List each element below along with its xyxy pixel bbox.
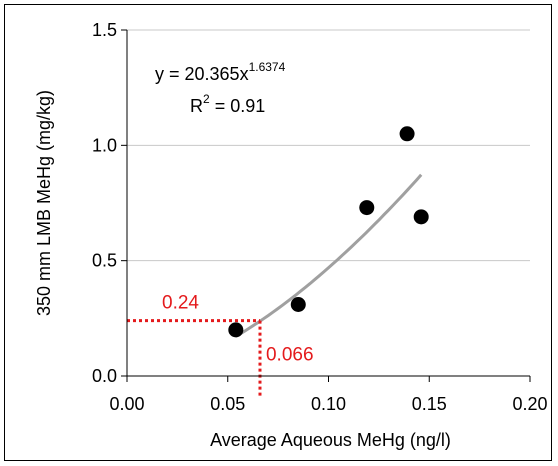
annotation-y-value: 0.24 bbox=[162, 293, 199, 314]
annotation-lines bbox=[127, 319, 262, 396]
data-point-1 bbox=[290, 296, 306, 312]
annotation-x-value: 0.066 bbox=[266, 345, 314, 366]
r2-superscript: 2 bbox=[203, 92, 210, 106]
data-points bbox=[228, 126, 429, 338]
x-tick-label-2: 0.10 bbox=[311, 394, 346, 414]
r-squared-text: R2 = 0.91 bbox=[190, 92, 265, 116]
data-point-0 bbox=[228, 322, 244, 338]
x-axis-label: Average Aqueous MeHg (ng/l) bbox=[210, 430, 451, 450]
grid-lines bbox=[127, 29, 530, 262]
x-tick-label-1: 0.05 bbox=[210, 394, 245, 414]
trendline-curve bbox=[235, 173, 423, 338]
equation-exponent: 1.6374 bbox=[249, 60, 286, 74]
y-tick-label-1: 0.5 bbox=[92, 251, 117, 271]
data-point-3 bbox=[399, 126, 415, 142]
x-tick-label-3: 0.15 bbox=[412, 394, 447, 414]
x-tick-label-4: 0.20 bbox=[512, 394, 547, 414]
equation-text: y = 20.365x1.6374 bbox=[155, 60, 286, 84]
x-tick-label-0: 0.00 bbox=[109, 394, 144, 414]
r2-prefix: R bbox=[190, 96, 203, 116]
y-tick-label-2: 1.0 bbox=[92, 135, 117, 155]
tick-labels: 0.0 0.5 1.0 1.5 0.00 0.05 0.10 0.15 0.20 bbox=[92, 20, 548, 414]
equation-prefix: y = 20.365x bbox=[155, 64, 249, 84]
y-tick-label-3: 1.5 bbox=[92, 20, 117, 40]
trendline-group bbox=[235, 173, 423, 338]
data-point-2 bbox=[359, 200, 375, 216]
axes bbox=[121, 29, 531, 382]
data-point-4 bbox=[413, 209, 429, 225]
r2-value: = 0.91 bbox=[210, 96, 266, 116]
chart-frame bbox=[4, 4, 552, 461]
y-tick-label-0: 0.0 bbox=[92, 366, 117, 386]
equation-block: y = 20.365x1.6374 R2 = 0.91 bbox=[155, 60, 286, 116]
y-axis-label: 350 mm LMB MeHg (mg/kg) bbox=[34, 90, 54, 316]
